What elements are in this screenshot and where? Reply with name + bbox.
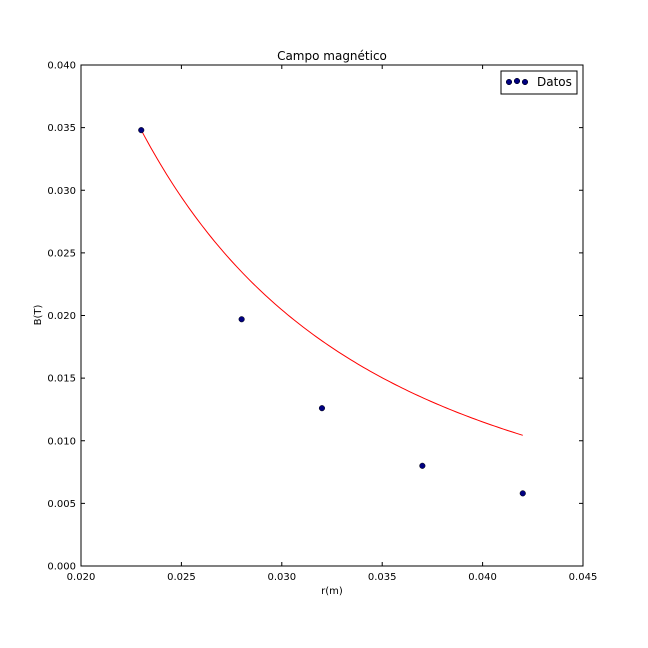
x-tick-label: 0.045 (569, 572, 598, 583)
x-tick-label: 0.025 (167, 572, 196, 583)
data-point (138, 127, 145, 134)
chart-title: Campo magnético (277, 49, 387, 63)
y-tick-label: 0.010 (47, 436, 76, 447)
y-tick-label: 0.040 (47, 61, 76, 72)
data-point (519, 490, 526, 497)
legend-marker (521, 78, 529, 86)
y-tick-label: 0.005 (47, 499, 76, 510)
y-tick-label: 0.035 (47, 123, 76, 134)
y-tick-label: 0.000 (47, 562, 76, 573)
plot-area (80, 64, 584, 567)
legend: Datos (500, 70, 578, 95)
y-tick-label: 0.030 (47, 186, 76, 197)
x-tick-label: 0.035 (368, 572, 397, 583)
fit-curve (140, 129, 523, 436)
x-axis-label: r(m) (321, 586, 343, 597)
ticks-layer: 0.020 0.025 0.030 0.035 0.040 0.045 0.000 0.005… (47, 61, 597, 584)
points-layer (138, 127, 526, 497)
legend-marker (505, 78, 513, 86)
y-tick-label: 0.025 (47, 248, 76, 259)
x-tick-label: 0.040 (468, 572, 497, 583)
x-tick-label: 0.030 (267, 572, 296, 583)
legend-box (500, 70, 578, 95)
data-point (318, 405, 326, 412)
data-point (238, 316, 245, 323)
fit-layer (140, 129, 523, 436)
legend-label-datos: Datos (537, 75, 572, 89)
x-tick-label: 0.020 (67, 572, 96, 583)
legend-marker (513, 77, 521, 85)
data-point (419, 462, 426, 469)
y-tick-label: 0.015 (47, 374, 76, 385)
y-axis-label: B(T) (33, 305, 44, 326)
y-tick-label: 0.020 (47, 311, 76, 322)
